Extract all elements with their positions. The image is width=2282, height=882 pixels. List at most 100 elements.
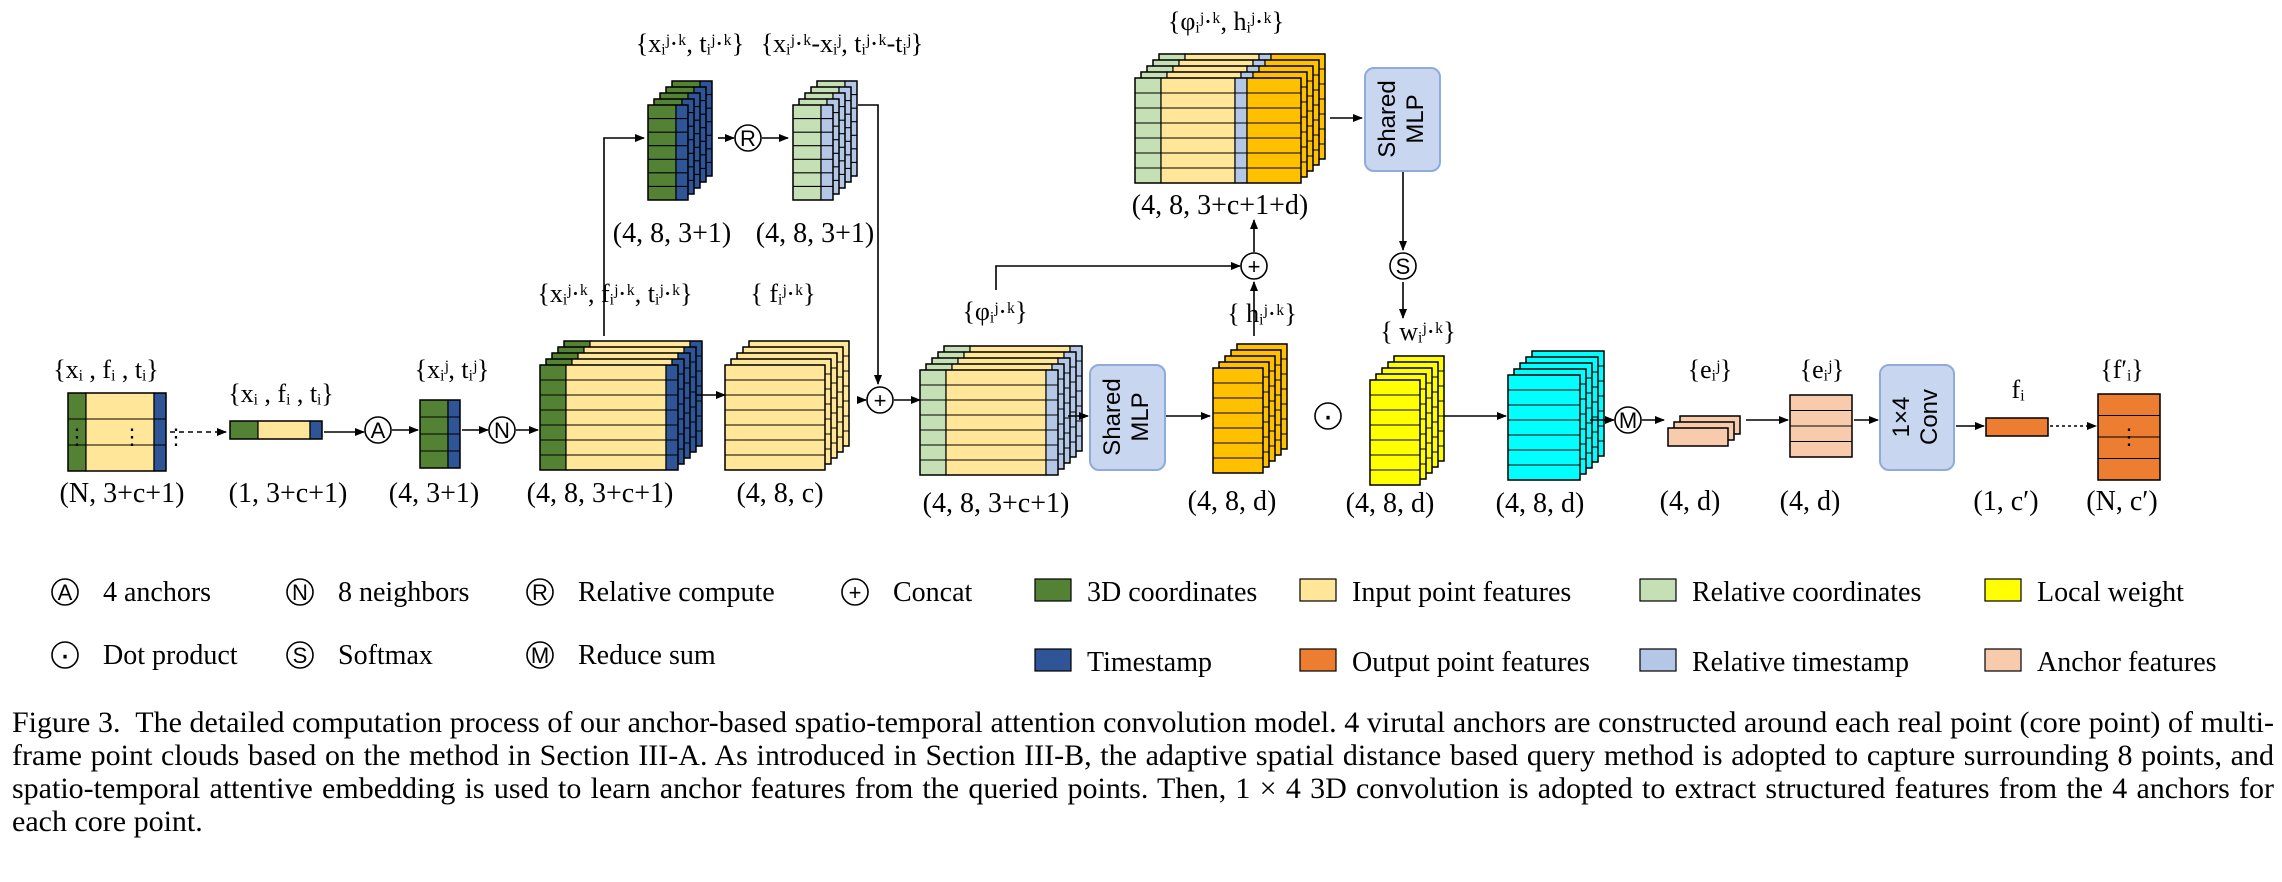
legend-swatch — [1299, 578, 1337, 602]
block-core-point — [229, 420, 323, 440]
block-h-layer — [1212, 367, 1264, 474]
arrow — [603, 134, 645, 252]
svg-text:N: N — [292, 580, 308, 605]
softmax-op: S — [1389, 252, 1417, 280]
block-e — [1789, 394, 1853, 458]
block-phi-h — [1134, 53, 1326, 184]
b3-dim: (4, 3+1) — [389, 478, 479, 509]
b11-label: {eᵢʲ} — [1800, 355, 1845, 384]
b10-label: {eᵢʲ} — [1688, 355, 1733, 384]
shared-mlp-2: Shared MLP — [1364, 67, 1441, 172]
b4-dim: (4, 8, 3+c+1) — [527, 478, 674, 509]
t1-label: {φᵢʲ·ᵏ, hᵢʲ·ᵏ} — [1168, 7, 1284, 36]
concat-op-1: + — [866, 386, 894, 414]
block-anchors — [419, 399, 461, 469]
svg-text:N: N — [494, 418, 510, 443]
neighbor-op: N — [488, 416, 516, 444]
legend-color-label: 3D coordinates — [1087, 577, 1257, 608]
block-neighbors — [539, 340, 703, 471]
input-cloud-slab — [67, 392, 167, 472]
caption-label: Figure 3. — [12, 706, 121, 739]
block-neighbor-coords-layer — [647, 104, 689, 201]
legend-swatch — [1984, 648, 2022, 672]
caption-text: The detailed computation process of our … — [12, 706, 2274, 838]
b10-dim: (4, d) — [1660, 486, 1721, 517]
svg-text:+: + — [874, 388, 887, 413]
b5-label: { fᵢʲ·ᵏ} — [750, 279, 815, 308]
legend-color-label: Timestamp — [1087, 647, 1212, 678]
u1-dim: (4, 8, 3+1) — [613, 218, 731, 249]
svg-text:S: S — [293, 643, 308, 668]
svg-text:Shared: Shared — [1374, 80, 1401, 157]
svg-text:Conv: Conv — [1916, 389, 1943, 445]
b7-dim: (4, 8, d) — [1188, 486, 1277, 517]
output-cloud-slab — [2097, 393, 2161, 481]
legend-color-label: Relative timestamp — [1692, 647, 1909, 678]
b12-label: fᵢ — [2012, 375, 2026, 404]
legend-op-6: M — [526, 641, 554, 669]
block-h — [1212, 343, 1288, 474]
b2-dim: (1, 3+c+1) — [229, 478, 348, 509]
diagram-shapes: ⋮ ⋮ ⋮ ⋮ A N R + + S · M — [66, 53, 2161, 486]
legend-color-label: Input point features — [1352, 577, 1571, 608]
svg-text:⋮: ⋮ — [165, 424, 187, 449]
relative-op: R — [734, 124, 762, 152]
legend: A 4 anchors N 8 neighbors R Relative compute +… — [51, 577, 2217, 678]
block-input-cloud: ⋮ ⋮ ⋮ — [66, 392, 187, 472]
block-w — [1369, 355, 1445, 486]
block-f — [1985, 417, 2049, 437]
b8-label: { wᵢʲ·ᵏ} — [1380, 317, 1455, 346]
b2-label: {xᵢ , fᵢ , tᵢ} — [228, 379, 334, 408]
block-neighbor-coords — [647, 80, 713, 201]
anchor-op: A — [364, 416, 392, 444]
legend-op-label: Dot product — [103, 640, 238, 671]
legend-op-1: N — [286, 578, 314, 606]
b1-label: {xᵢ , fᵢ , tᵢ} — [53, 355, 159, 384]
legend-swatch — [1034, 648, 1072, 672]
t1-dim: (4, 8, 3+c+1+d) — [1132, 190, 1308, 221]
legend-op-4: · — [51, 636, 79, 674]
svg-text:+: + — [849, 580, 862, 605]
svg-text:MLP: MLP — [1127, 392, 1154, 441]
svg-text:⋮: ⋮ — [121, 424, 143, 449]
block-labels: {xᵢ , fᵢ , tᵢ} (N, 3+c+1) {xᵢ , fᵢ , tᵢ}… — [53, 7, 2158, 519]
legend-swatch — [1639, 578, 1677, 602]
legend-swatch — [1639, 648, 1677, 672]
legend-op-label: Concat — [893, 577, 973, 608]
legend-op-3: + — [841, 578, 869, 606]
b1-dim: (N, 3+c+1) — [60, 478, 185, 509]
legend-swatch — [1299, 648, 1337, 672]
b9-dim: (4, 8, d) — [1496, 488, 1585, 519]
svg-text:A: A — [371, 418, 386, 443]
svg-text:·: · — [1322, 397, 1333, 435]
legend-op-2: R — [526, 578, 554, 606]
svg-text:R: R — [740, 126, 756, 151]
block-relative-layer — [792, 104, 834, 201]
figure-caption: Figure 3. The detailed computation proce… — [12, 706, 2274, 838]
legend-op-0: A — [51, 578, 79, 606]
block-weighted — [1507, 350, 1605, 481]
svg-text:1×4: 1×4 — [1888, 397, 1915, 438]
b13-dim: (N, c′) — [2086, 486, 2157, 517]
legend-color-label: Relative coordinates — [1692, 577, 1921, 608]
legend-op-label: 8 neighbors — [338, 577, 469, 608]
b5-dim: (4, 8, c) — [736, 478, 823, 509]
u1-label: {xᵢʲ·ᵏ, tᵢʲ·ᵏ} — [636, 29, 744, 58]
u2-dim: (4, 8, 3+1) — [756, 218, 874, 249]
block-e-stack-layer — [1667, 427, 1729, 447]
block-w-layer — [1369, 379, 1421, 486]
conv-1x4: 1×4 Conv — [1879, 364, 1955, 471]
arrow — [995, 262, 1241, 290]
block-features — [724, 340, 850, 471]
block-neighbors-layer — [539, 364, 679, 471]
legend-op-label: Reduce sum — [578, 640, 716, 671]
svg-text:+: + — [1248, 254, 1261, 279]
svg-text:M: M — [1619, 408, 1637, 433]
block-concat-features-layer — [919, 369, 1059, 476]
block-relative — [792, 80, 858, 201]
legend-color-label: Local weight — [2037, 577, 2184, 608]
legend-op-label: Softmax — [338, 640, 433, 671]
svg-text:·: · — [59, 636, 70, 674]
shared-mlp-1: Shared MLP — [1089, 364, 1166, 471]
legend-op-label: 4 anchors — [103, 577, 211, 608]
